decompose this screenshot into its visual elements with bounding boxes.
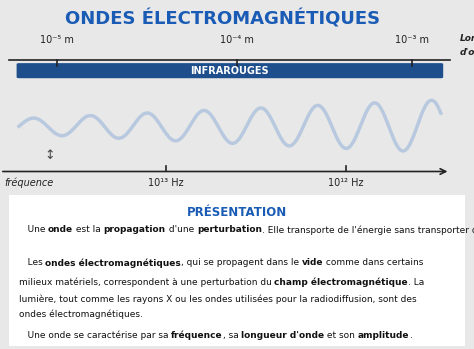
Text: est la: est la (73, 225, 104, 235)
Text: longueur d'onde: longueur d'onde (241, 331, 324, 340)
Text: .: . (410, 331, 412, 340)
Text: . Elle transporte de l'énergie sans transporter de matière.: . Elle transporte de l'énergie sans tran… (262, 225, 474, 235)
Text: , sa: , sa (223, 331, 241, 340)
Text: INFRAROUGES: INFRAROUGES (191, 66, 269, 76)
Text: Une onde se caractérise par sa: Une onde se caractérise par sa (18, 331, 171, 340)
FancyBboxPatch shape (17, 63, 443, 78)
FancyBboxPatch shape (5, 194, 469, 347)
Text: 10¹³ Hz: 10¹³ Hz (148, 178, 184, 188)
Text: d'une: d'une (166, 225, 197, 235)
Text: ↕: ↕ (45, 149, 55, 162)
Text: , qui se propagent dans le: , qui se propagent dans le (181, 259, 302, 267)
Text: fréquence: fréquence (171, 331, 223, 340)
Text: Longueur: Longueur (460, 34, 474, 43)
Text: 10⁻⁵ m: 10⁻⁵ m (40, 35, 74, 45)
Text: vide: vide (302, 259, 323, 267)
Text: Les: Les (18, 259, 45, 267)
Text: d'onde: d'onde (460, 47, 474, 57)
Text: 10¹² Hz: 10¹² Hz (328, 178, 364, 188)
Text: 10⁻³ m: 10⁻³ m (395, 35, 429, 45)
Text: Une: Une (18, 225, 48, 235)
Text: perturbation: perturbation (197, 225, 262, 235)
Text: ondes électromagnétiques.: ondes électromagnétiques. (18, 310, 143, 319)
Text: ondes électromagnétiques: ondes électromagnétiques (45, 259, 181, 268)
Text: et son: et son (324, 331, 358, 340)
Text: onde: onde (48, 225, 73, 235)
Text: milieux matériels, correspondent à une perturbation du: milieux matériels, correspondent à une p… (18, 278, 274, 288)
Text: ONDES ÉLECTROMAGNÉTIQUES: ONDES ÉLECTROMAGNÉTIQUES (65, 9, 380, 28)
Text: PRÉSENTATION: PRÉSENTATION (187, 206, 287, 219)
Text: . La: . La (408, 278, 424, 287)
Text: amplitude: amplitude (358, 331, 410, 340)
Text: fréquence: fréquence (5, 178, 54, 188)
Text: champ électromagnétique: champ électromagnétique (274, 278, 408, 288)
Text: 10⁻⁴ m: 10⁻⁴ m (220, 35, 254, 45)
Text: lumière, tout comme les rayons X ou les ondes utilisées pour la radiodiffusion, : lumière, tout comme les rayons X ou les … (18, 295, 416, 304)
Text: propagation: propagation (104, 225, 166, 235)
Text: comme dans certains: comme dans certains (323, 259, 424, 267)
